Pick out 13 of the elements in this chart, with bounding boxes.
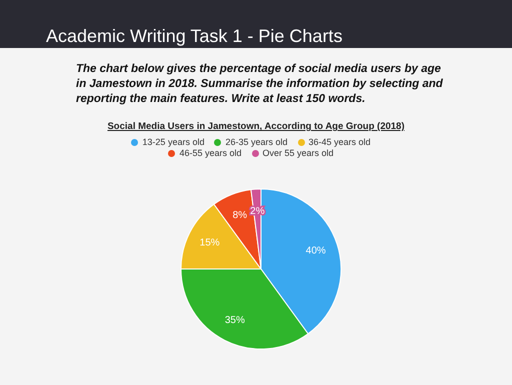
legend-label: 36-45 years old bbox=[308, 137, 371, 147]
data-label: 2% bbox=[250, 206, 265, 218]
text: The chart below gives the percentage of social media users by age in Jamestown in 2018. Summarise the information by selecting and reporting the main features. Write at least 150 words. bbox=[75, 62, 444, 107]
chart-title: Social Media Users in Jamestown, According to Age Group (2018) bbox=[106, 121, 406, 132]
data-label: 35% bbox=[224, 314, 245, 326]
legend-label: Over 55 years old bbox=[262, 148, 334, 158]
text: Academic Writing Task 1 - Pie Charts bbox=[0, 0, 512, 48]
data-label: 15% bbox=[200, 237, 220, 248]
legend-label: 13-25 years old bbox=[142, 137, 204, 147]
data-label: 40% bbox=[306, 246, 326, 257]
data-label: 8% bbox=[232, 210, 248, 221]
legend-label: 46-55 years old bbox=[179, 148, 242, 158]
legend-label: 26-35 years old bbox=[225, 137, 288, 147]
